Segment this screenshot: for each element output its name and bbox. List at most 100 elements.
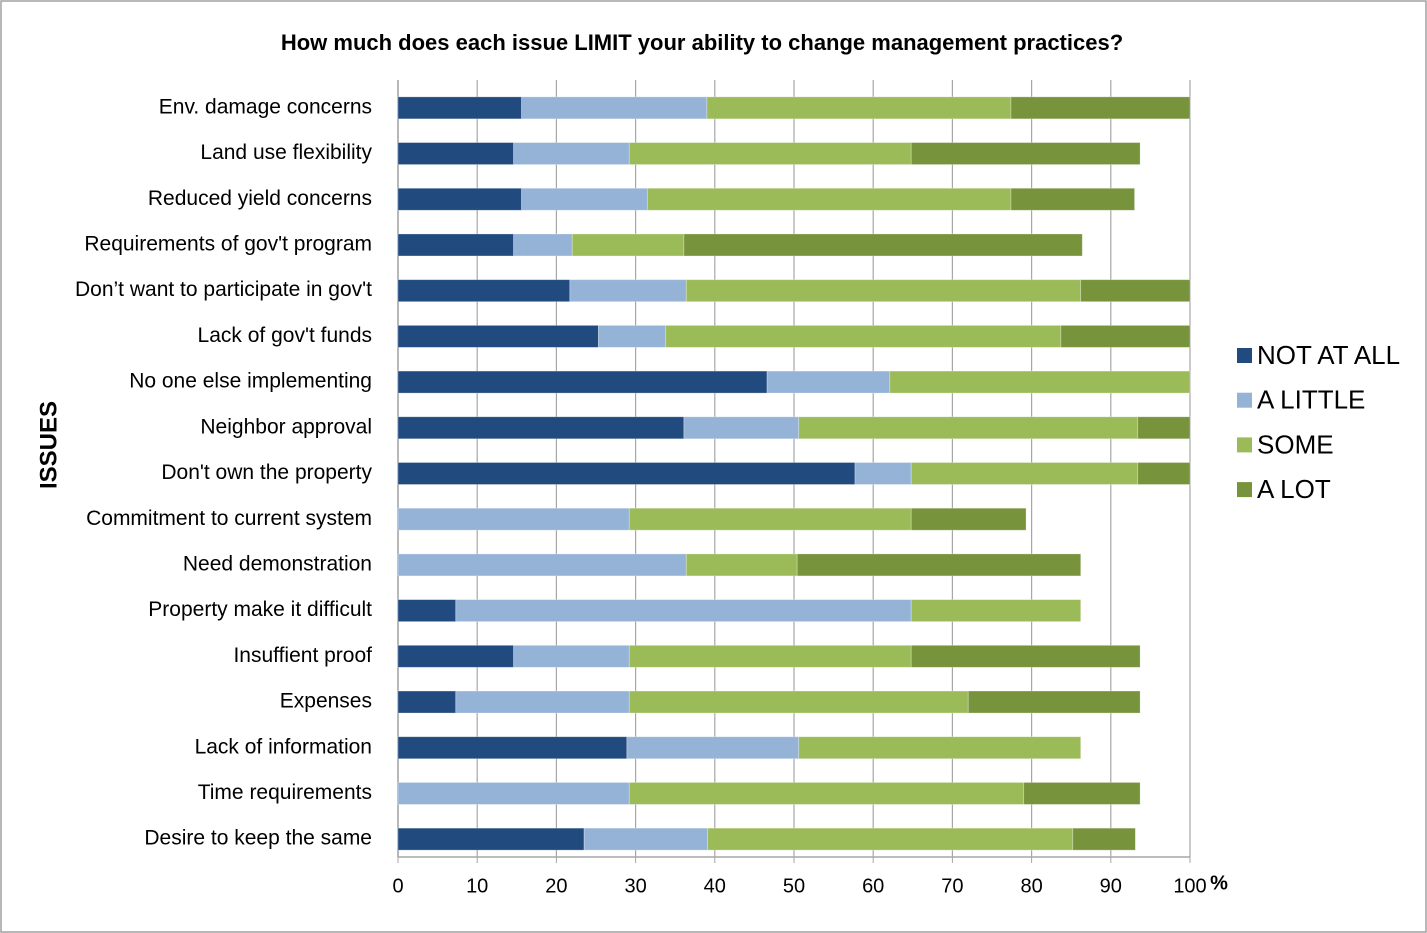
bar-segment <box>513 644 630 668</box>
bar-segment <box>628 507 912 531</box>
x-tick-label: 100 <box>1173 875 1206 897</box>
y-tick-label: Land use flexibility <box>200 141 372 164</box>
y-tick-label: Lack of information <box>195 735 372 758</box>
y-tick-label: Don’t want to participate in gov't <box>75 278 372 301</box>
bar-segment <box>706 96 1012 120</box>
bar-segment <box>397 187 522 211</box>
bar-segment <box>397 416 685 440</box>
bar-segment <box>1137 416 1191 440</box>
x-tick-label: 20 <box>545 875 567 897</box>
bar-segment <box>854 462 912 485</box>
bar-segment <box>910 142 1141 165</box>
bar-segment <box>910 599 1082 623</box>
bar-segment <box>967 690 1141 714</box>
y-tick-label: No one else implementing <box>129 370 372 393</box>
x-tick-label: 70 <box>941 875 963 897</box>
bar-segment <box>796 553 1082 577</box>
bar-segment <box>1080 279 1191 303</box>
y-tick-label: Commitment to current system <box>86 507 372 530</box>
bar-segment <box>571 233 685 257</box>
bar-segment <box>397 462 856 485</box>
bar-segment <box>397 599 457 623</box>
bar-segment <box>583 827 709 851</box>
y-tick-label: Requirements of gov't program <box>84 233 372 256</box>
bar-segment <box>665 324 1062 348</box>
y-tick-label: Neighbor approval <box>200 415 372 438</box>
bar-segment <box>1010 187 1135 211</box>
y-tick-label: Desire to keep the same <box>144 827 372 850</box>
bar-segment <box>766 370 891 394</box>
bar-segment <box>685 553 798 577</box>
bar-segment <box>1060 324 1191 348</box>
bar-segment <box>1023 782 1141 805</box>
y-tick-label: Property make it difficult <box>148 598 372 621</box>
y-tick-label: Lack of gov't funds <box>198 324 372 347</box>
bar-segment <box>397 507 630 531</box>
bar-segment <box>647 187 1012 211</box>
bar-segment <box>513 233 573 257</box>
x-tick-label: 0 <box>392 875 403 897</box>
bar-segment <box>397 96 522 120</box>
bar-segment <box>521 96 708 120</box>
bar-segment <box>597 324 667 348</box>
bar-segment <box>397 553 687 577</box>
bar-segment <box>628 782 1025 805</box>
x-tick-label: 40 <box>704 875 726 897</box>
y-axis-label: ISSUES <box>35 401 62 489</box>
bar-segment <box>683 233 1083 257</box>
bar-segment <box>910 507 1027 531</box>
y-tick-label: Reduced yield concerns <box>148 187 372 210</box>
bar-segment <box>397 279 571 303</box>
bar-segment <box>707 827 1074 851</box>
y-tick-label: Time requirements <box>198 781 372 804</box>
y-tick-label: Env. damage concerns <box>159 95 372 118</box>
bar-segment <box>889 370 1191 394</box>
legend-swatch <box>1237 392 1252 408</box>
bar-segment <box>1137 462 1191 485</box>
bar-segment <box>626 736 800 760</box>
bar-segment <box>798 736 1082 760</box>
legend-swatch <box>1237 437 1252 453</box>
bar-segment <box>1072 827 1136 851</box>
bar-segment <box>628 644 912 668</box>
x-tick-label: 30 <box>624 875 646 897</box>
bar-segment <box>521 187 648 211</box>
bar-segment <box>1010 96 1191 120</box>
bar-segment <box>910 644 1141 668</box>
chart-title: How much does each issue LIMIT your abil… <box>281 30 1123 55</box>
bar-segment <box>397 644 515 668</box>
legend-label: A LITTLE <box>1257 385 1365 415</box>
bar-segment <box>798 416 1139 440</box>
legend-label: NOT AT ALL <box>1257 340 1400 370</box>
legend-label: SOME <box>1257 429 1334 459</box>
legend-label: A LOT <box>1257 474 1331 504</box>
bar-segment <box>455 599 912 623</box>
x-tick-label: 80 <box>1020 875 1042 897</box>
bar-segment <box>397 782 630 805</box>
bar-segment <box>683 416 800 440</box>
bar-segment <box>397 324 599 348</box>
x-tick-label: 50 <box>783 875 805 897</box>
bar-segment <box>397 736 628 760</box>
x-tick-label: 10 <box>466 875 488 897</box>
legend-swatch <box>1237 348 1252 363</box>
bar-segment <box>397 690 457 714</box>
bar-segment <box>910 462 1139 485</box>
bar-segment <box>569 279 687 303</box>
bar-segment <box>397 142 515 165</box>
x-tick-label: 90 <box>1100 875 1122 897</box>
legend-swatch <box>1237 482 1252 498</box>
bar-segment <box>397 233 515 257</box>
bar-segment <box>397 370 768 394</box>
bar-segment <box>513 142 630 165</box>
bar-segment <box>628 690 969 714</box>
bar-segment <box>455 690 630 714</box>
y-tick-label: Don't own the property <box>161 461 372 484</box>
bar-segment <box>628 142 912 165</box>
x-axis-label: % <box>1210 872 1228 894</box>
x-tick-label: 60 <box>862 875 884 897</box>
y-tick-label: Expenses <box>280 690 372 713</box>
bar-segment <box>685 279 1082 303</box>
y-tick-label: Insuffient proof <box>233 644 372 667</box>
